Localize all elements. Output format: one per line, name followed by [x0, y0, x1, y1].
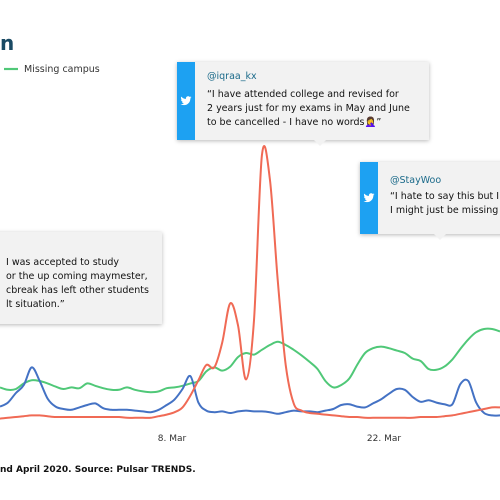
series-blue-line [0, 366, 500, 417]
legend-label-missing-campus[interactable]: Missing campus [24, 64, 100, 75]
tweet-handle[interactable]: @iqraa_kx [207, 71, 257, 82]
tweet-line: cbreak has left other students [6, 285, 149, 296]
tweet-line: 2 years just for my exams in May and Jun… [207, 103, 410, 114]
tweet-line: or the up coming maymester, [6, 271, 148, 282]
x-tick-label: 8. Mar [158, 434, 187, 444]
missing-campus-line [0, 327, 500, 394]
tweet-line: lt situation.” [6, 299, 65, 310]
tweet-line: I was accepted to study [6, 257, 120, 268]
tweet-line: to be cancelled - I have no words🤦‍♀️” [207, 117, 382, 128]
series-layer [0, 145, 500, 420]
tweet-pointer [314, 140, 326, 146]
tweet-handle[interactable]: @StayWoo [390, 175, 442, 186]
chart-title: n [0, 31, 14, 55]
tweet-line: I might just be missing [390, 205, 499, 216]
x-tick-label: 22. Mar [367, 434, 401, 444]
tweet-card: @StayWoo “I hate to say this but I I mig… [360, 162, 500, 240]
tweet-card: @iqraa_kx “I have attended college and r… [177, 62, 429, 146]
series-red-line [0, 145, 500, 420]
tweet-line: “I hate to say this but I [390, 191, 500, 202]
source-note: nd April 2020. Source: Pulsar TRENDS. [0, 465, 196, 475]
tweet-accent-bar [177, 62, 195, 140]
tweet-card: I was accepted to study or the up coming… [0, 232, 162, 324]
twitter-bird-icon [180, 96, 192, 106]
tweet-pointer [434, 234, 446, 240]
twitter-bird-icon [363, 193, 375, 203]
tweet-line: “I have attended college and revised for [207, 89, 399, 100]
tweet-accent-bar [360, 162, 378, 234]
